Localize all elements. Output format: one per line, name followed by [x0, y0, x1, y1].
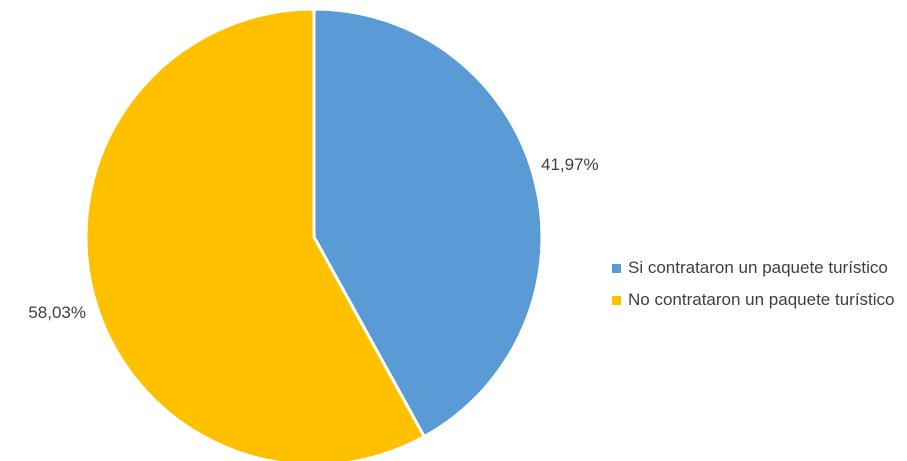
pie-slice-no	[84, 7, 426, 461]
legend-label-si: Si contrataron un paquete turístico	[628, 258, 888, 277]
legend-item-no: No contrataron un paquete turístico	[612, 288, 902, 312]
pie-slices	[84, 7, 544, 461]
legend-swatch-no	[612, 296, 621, 305]
legend: Si contrataron un paquete turístico No c…	[612, 256, 902, 320]
data-label-si: 41,97%	[541, 155, 599, 174]
legend-label-no: No contrataron un paquete turístico	[628, 290, 895, 309]
legend-swatch-si	[612, 264, 621, 273]
data-label-no: 58,03%	[28, 303, 86, 322]
pie-data-labels: 41,97% 58,03%	[28, 155, 598, 322]
pie-slice-si	[312, 7, 544, 439]
legend-item-si: Si contrataron un paquete turístico	[612, 256, 902, 280]
